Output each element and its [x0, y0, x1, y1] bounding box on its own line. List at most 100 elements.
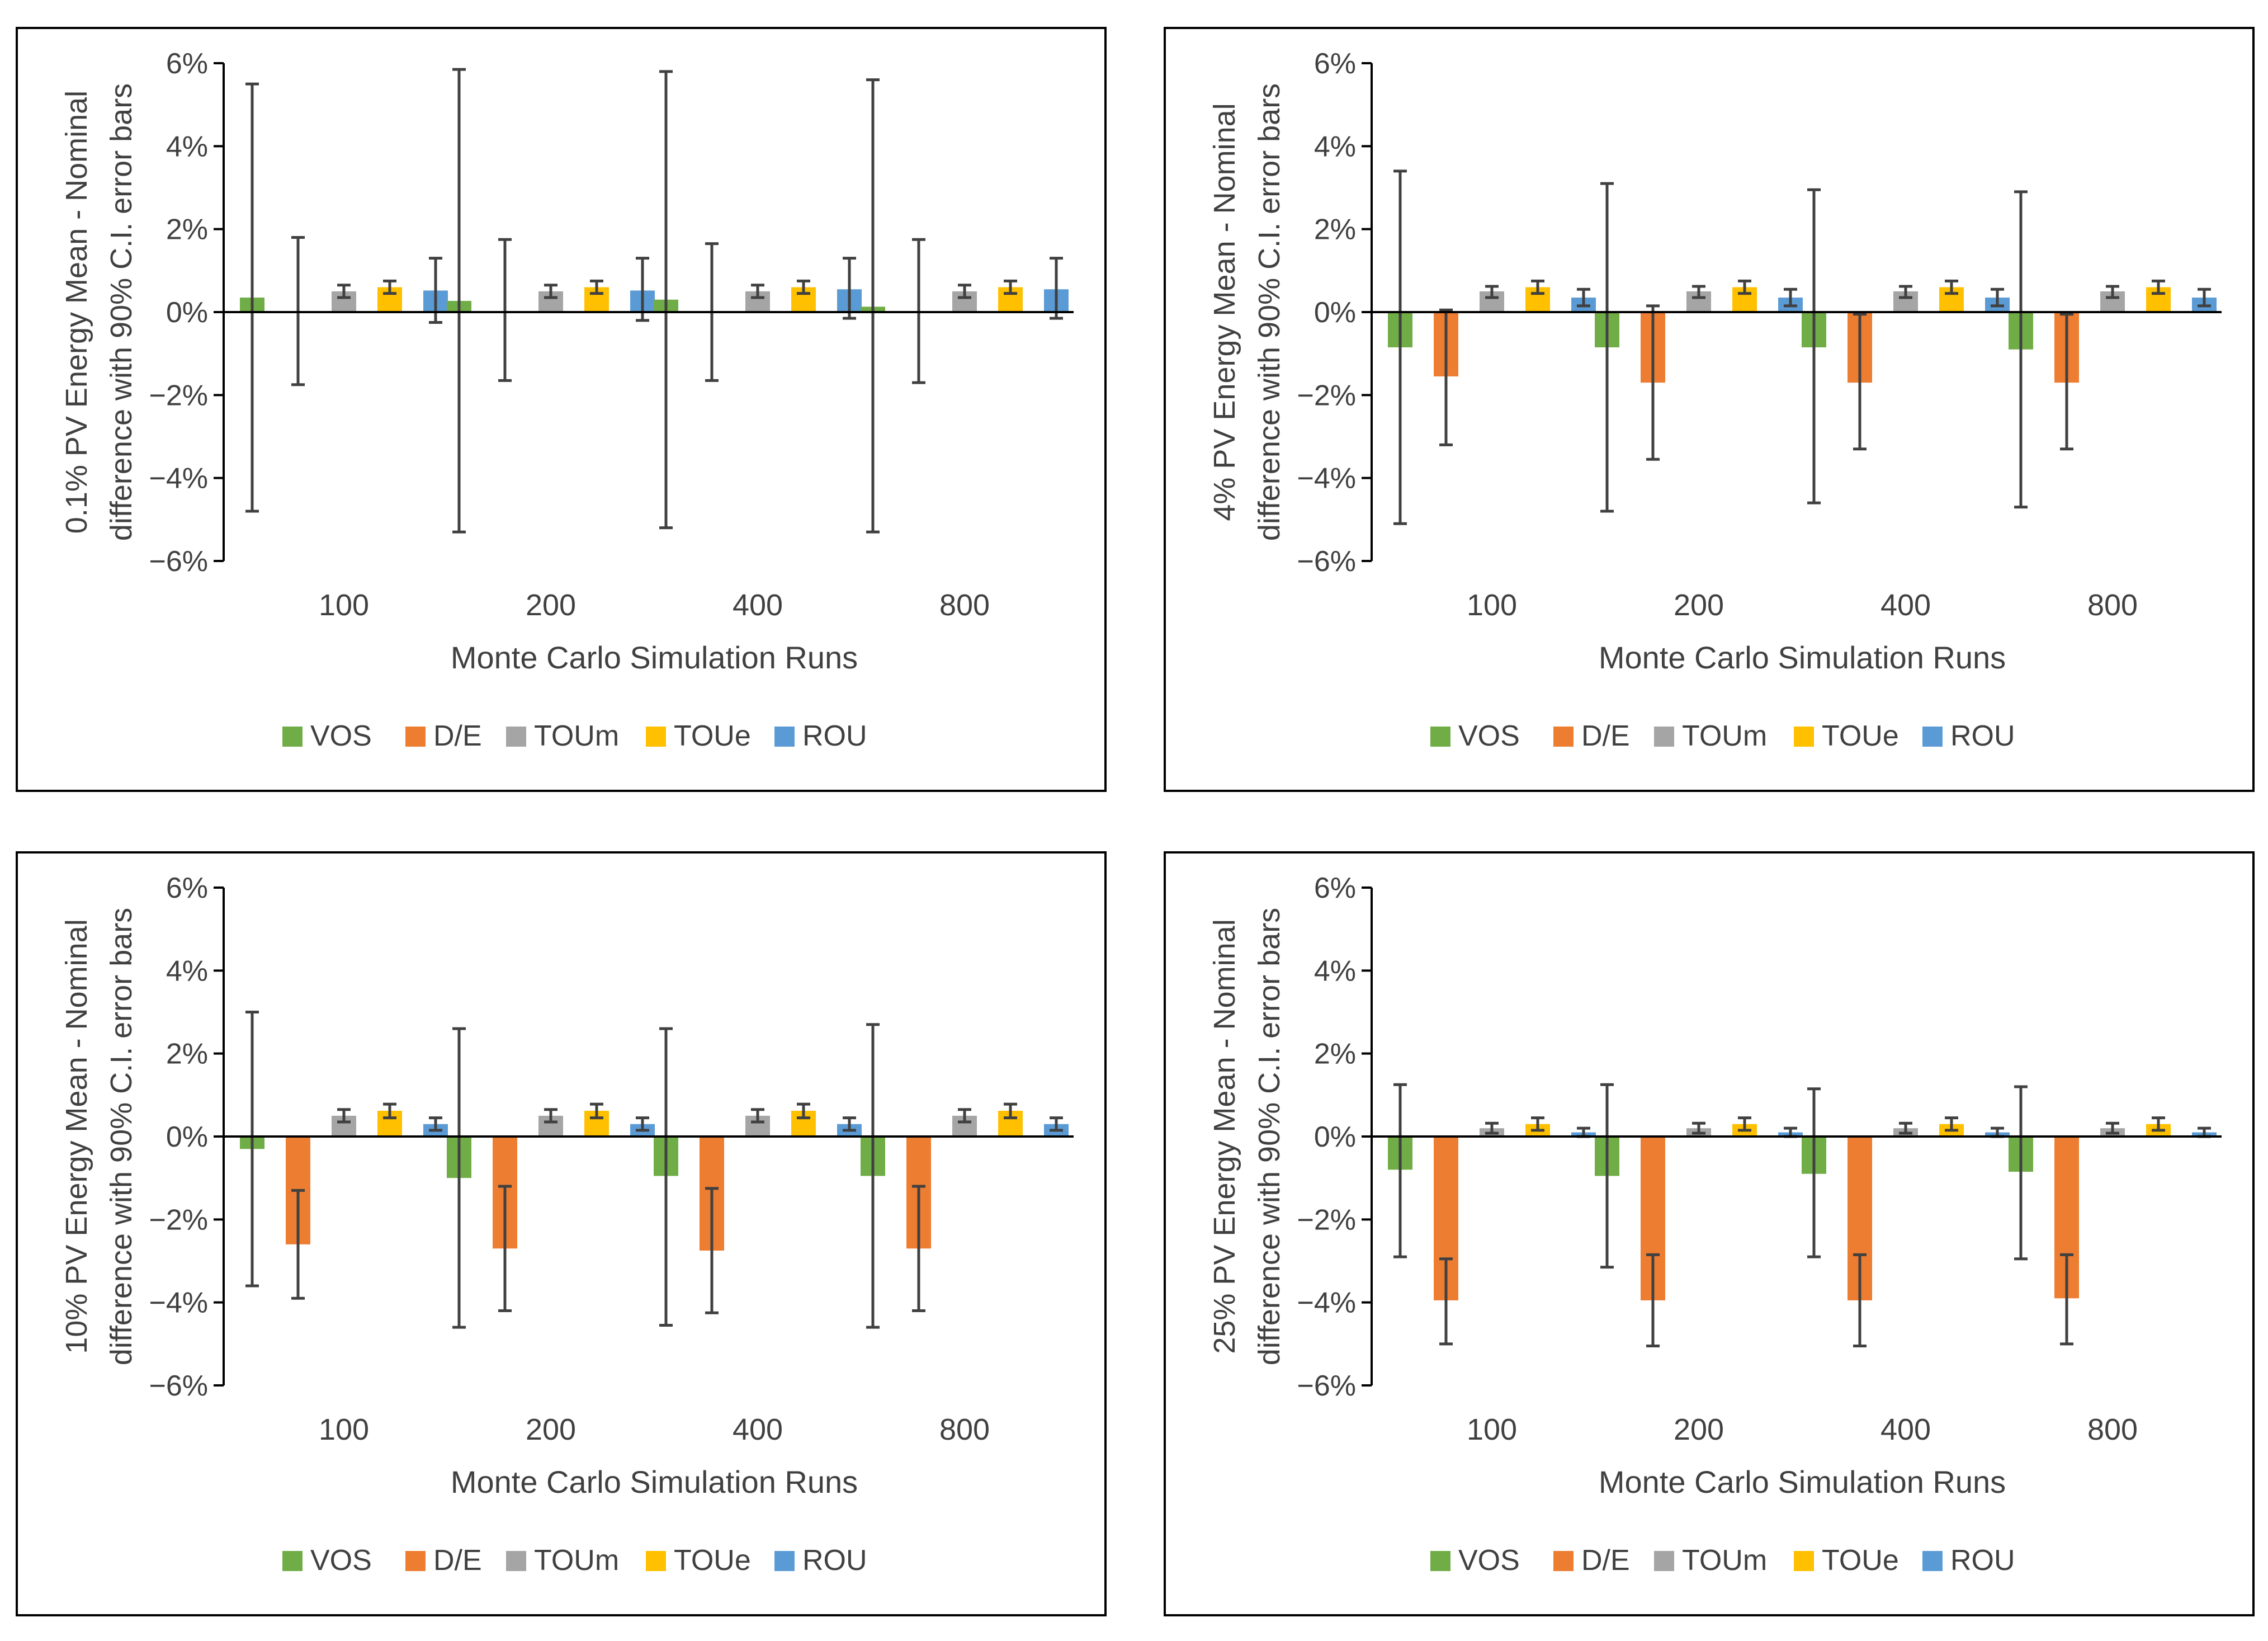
- y-axis-title-line2: difference with 90% C.I. error bars: [1253, 908, 1286, 1365]
- y-tick-label: −4%: [1297, 463, 1356, 495]
- y-tick-label: −4%: [149, 1287, 208, 1319]
- y-tick-label: 0%: [166, 1121, 208, 1153]
- x-axis-title: Monte Carlo Simulation Runs: [1599, 640, 2006, 675]
- legend-label: TOUe: [674, 720, 751, 752]
- legend-label: D/E: [1581, 1544, 1630, 1577]
- legend-swatch: [1430, 727, 1450, 747]
- x-tick-label: 800: [2087, 1413, 2138, 1446]
- legend-swatch: [646, 1551, 666, 1571]
- y-axis-title: 25% PV Energy Mean - Nominal difference w…: [1208, 908, 1286, 1365]
- legend-swatch: [774, 727, 795, 747]
- legend-label: D/E: [1581, 720, 1630, 752]
- y-axis-title: 10% PV Energy Mean - Nominal difference w…: [60, 908, 138, 1365]
- y-tick-label: 6%: [1314, 48, 1356, 80]
- legend-item-vos: VOS: [282, 1544, 372, 1577]
- legend-label: ROU: [802, 720, 867, 752]
- legend-item-toum: TOUm: [506, 1544, 619, 1577]
- legend-swatch: [1794, 727, 1814, 747]
- x-tick-label: 200: [526, 588, 576, 622]
- y-tick-label: −6%: [1297, 1370, 1356, 1402]
- legend-swatch: [1430, 1551, 1450, 1571]
- y-tick-label: 6%: [166, 872, 208, 904]
- y-tick-label: 0%: [166, 296, 208, 329]
- legend-swatch: [282, 727, 303, 747]
- legend-swatch: [1654, 727, 1674, 747]
- legend-item-rou: ROU: [774, 720, 867, 752]
- x-tick-label: 800: [939, 588, 990, 622]
- x-tick-label: 400: [733, 588, 783, 622]
- legend-swatch: [506, 1551, 526, 1571]
- y-axis-title-line2: difference with 90% C.I. error bars: [105, 83, 138, 541]
- legend-swatch: [506, 727, 526, 747]
- legend-label: VOS: [1458, 1544, 1520, 1577]
- x-tick-label: 400: [1880, 588, 1931, 622]
- legend-label: TOUm: [534, 720, 619, 752]
- legend-swatch: [1794, 1551, 1814, 1571]
- y-axis-title-line1: 4% PV Energy Mean - Nominal: [1208, 103, 1241, 521]
- legend-item-vos: VOS: [1430, 720, 1520, 752]
- legend-item-de: D/E: [405, 1544, 482, 1577]
- panel-border: [16, 27, 1107, 792]
- legend-swatch: [1553, 1551, 1574, 1571]
- legend-item-toum: TOUm: [506, 720, 619, 752]
- legend-item-rou: ROU: [1922, 720, 2015, 752]
- y-tick-label: −4%: [1297, 1287, 1356, 1319]
- legend-swatch: [405, 727, 426, 747]
- legend-swatch: [405, 1551, 426, 1571]
- legend-item-rou: ROU: [774, 1544, 867, 1577]
- legend-swatch: [1654, 1551, 1674, 1571]
- legend-item-de: D/E: [405, 720, 482, 752]
- y-tick-label: 4%: [1314, 955, 1356, 987]
- x-tick-label: 100: [1467, 1413, 1517, 1446]
- legend-label: VOS: [1458, 720, 1520, 752]
- y-axis-title-line1: 25% PV Energy Mean - Nominal: [1208, 919, 1241, 1354]
- y-tick-label: −6%: [1297, 545, 1356, 578]
- legend-item-toue: TOUe: [1794, 1544, 1899, 1577]
- chart-panel-4: −6% −4% −2% 0% 2% 4% 6% 25% PV Energy Mean - No…: [1164, 851, 2255, 1616]
- x-tick-label: 100: [1467, 588, 1517, 622]
- x-tick-label: 100: [319, 1413, 369, 1446]
- chart-panel-2: −6% −4% −2% 0% 2% 4% 6% 4% PV Energy Mean - Nom…: [1164, 27, 2255, 792]
- y-tick-label: 0%: [1314, 1121, 1356, 1153]
- x-tick-label: 400: [1880, 1413, 1931, 1446]
- x-axis-title: Monte Carlo Simulation Runs: [451, 1464, 858, 1499]
- legend-item-de: D/E: [1553, 720, 1630, 752]
- y-tick-label: 2%: [1314, 1038, 1356, 1071]
- x-tick-label: 200: [1674, 588, 1724, 622]
- legend-label: TOUm: [534, 1544, 619, 1577]
- legend-label: TOUm: [1682, 1544, 1767, 1577]
- legend-label: D/E: [433, 1544, 482, 1577]
- x-tick-label: 800: [2087, 588, 2138, 622]
- y-tick-label: 4%: [166, 130, 208, 163]
- y-axis-title: 4% PV Energy Mean - Nominal difference wi…: [1208, 83, 1286, 541]
- y-tick-label: −2%: [149, 1204, 208, 1236]
- legend-label: TOUm: [1682, 720, 1767, 752]
- x-tick-label: 200: [526, 1413, 576, 1446]
- legend-label: ROU: [1950, 720, 2015, 752]
- legend-label: VOS: [310, 1544, 372, 1577]
- y-tick-label: −2%: [149, 379, 208, 412]
- legend-swatch: [1553, 727, 1574, 747]
- legend-item-toue: TOUe: [646, 1544, 751, 1577]
- y-tick-label: −6%: [149, 545, 208, 578]
- x-tick-label: 100: [319, 588, 369, 622]
- legend-swatch: [1922, 1551, 1943, 1571]
- legend-item-vos: VOS: [1430, 1544, 1520, 1577]
- y-axis-title-line1: 0.1% PV Energy Mean - Nominal: [60, 91, 93, 534]
- y-axis-title-line1: 10% PV Energy Mean - Nominal: [60, 919, 93, 1354]
- legend-label: TOUe: [1822, 1544, 1899, 1577]
- legend-label: VOS: [310, 720, 372, 752]
- y-tick-label: 2%: [166, 214, 208, 246]
- legend-swatch: [1922, 727, 1943, 747]
- legend-item-toue: TOUe: [1794, 720, 1899, 752]
- legend-label: ROU: [802, 1544, 867, 1577]
- legend-item-rou: ROU: [1922, 1544, 2015, 1577]
- x-tick-label: 800: [939, 1413, 990, 1446]
- chart-panel-1: −6% −4% −2% 0% 2% 4% 6% 0.1% PV Energy Mean - N…: [16, 27, 1107, 792]
- legend-swatch: [774, 1551, 795, 1571]
- legend-label: TOUe: [1822, 720, 1899, 752]
- x-axis-title: Monte Carlo Simulation Runs: [451, 640, 858, 675]
- legend-label: TOUe: [674, 1544, 751, 1577]
